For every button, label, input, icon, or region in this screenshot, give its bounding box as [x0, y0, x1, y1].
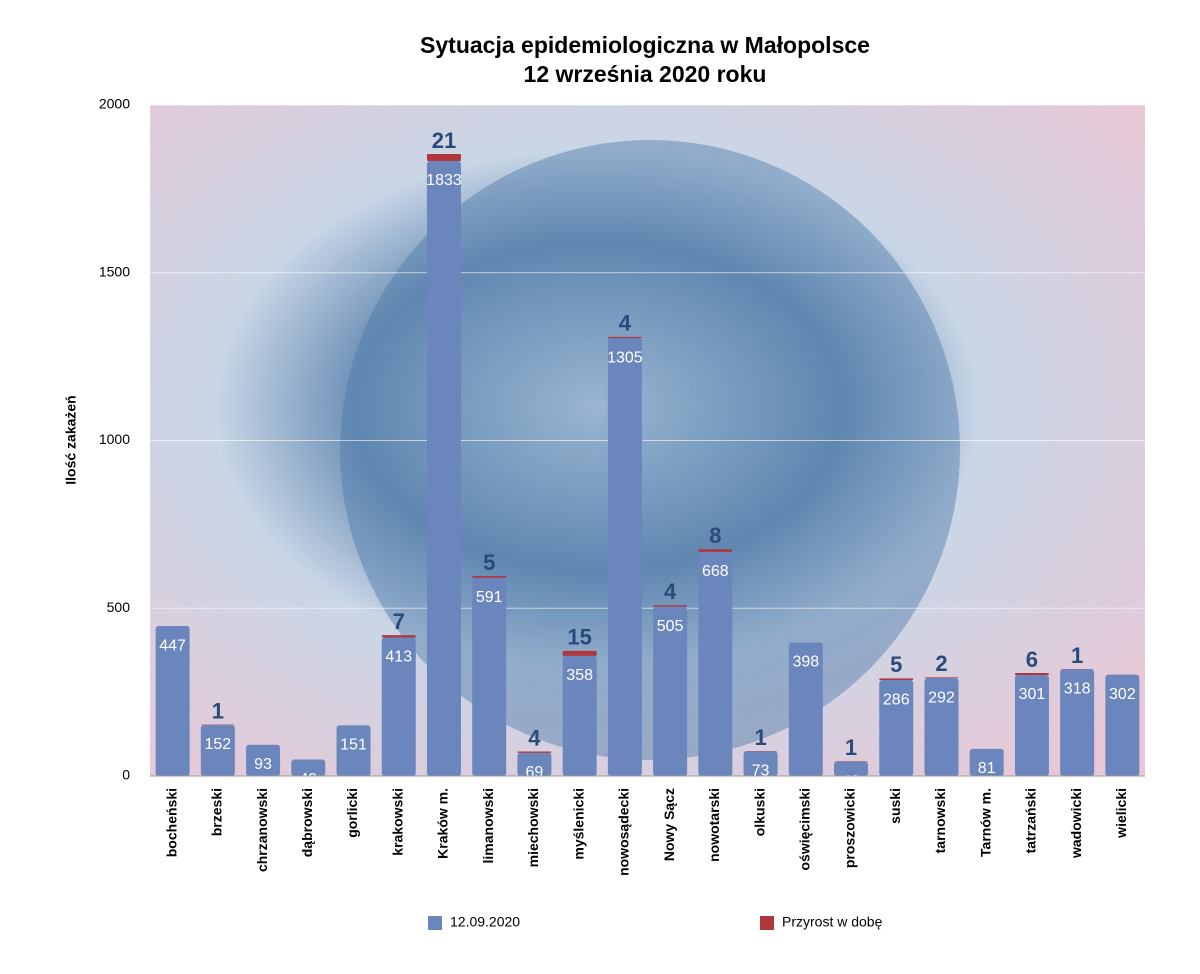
bar-increment	[924, 677, 958, 678]
bar-value-label: 1833	[426, 172, 462, 189]
x-tick-label: suski	[887, 788, 903, 824]
increment-value-label: 6	[1026, 647, 1038, 672]
increment-value-label: 5	[483, 550, 495, 575]
chart-title: Sytuacja epidemiologiczna w Małopolsce	[420, 32, 870, 58]
bar-value-label: 286	[883, 691, 910, 708]
bar-increment	[879, 678, 913, 680]
bar-increment	[517, 752, 551, 753]
increment-value-label: 7	[393, 609, 405, 634]
bar-value-label: 49	[299, 771, 317, 788]
x-tick-label: nowosądecki	[616, 788, 632, 876]
increment-value-label: 4	[664, 579, 677, 604]
bar-increment	[472, 576, 506, 578]
increment-value-label: 1	[212, 698, 224, 723]
x-tick-label: proszowicki	[842, 788, 858, 868]
bar-value-label: 413	[385, 649, 412, 666]
x-tick-label: chrzanowski	[254, 788, 270, 872]
y-tick-label: 1500	[99, 263, 130, 279]
bar-value-label: 81	[978, 760, 996, 777]
x-tick-label: wielicki	[1113, 788, 1129, 839]
increment-value-label: 1	[754, 725, 766, 750]
x-tick-label: nowotarski	[706, 788, 722, 862]
chart-subtitle: 12 września 2020 roku	[524, 61, 767, 87]
bar-increment	[382, 635, 416, 637]
increment-value-label: 8	[709, 523, 721, 548]
legend-swatch	[760, 916, 774, 930]
x-tick-label: myślenicki	[570, 788, 586, 860]
bar-value-label: 93	[254, 756, 272, 773]
x-tick-label: limanowski	[480, 788, 496, 863]
x-tick-label: miechowski	[525, 788, 541, 867]
bar-value-label: 151	[340, 737, 367, 754]
x-tick-label: dąbrowski	[299, 788, 315, 857]
increment-value-label: 5	[890, 652, 902, 677]
increment-value-label: 15	[567, 625, 591, 650]
bar-value-label: 358	[566, 667, 593, 684]
bar-increment	[698, 549, 732, 552]
bar	[698, 552, 732, 776]
increment-value-label: 1	[1071, 643, 1083, 668]
bar-increment	[1015, 673, 1049, 675]
increment-value-label: 2	[935, 651, 947, 676]
bar-value-label: 398	[792, 654, 819, 671]
bar-increment	[563, 651, 597, 656]
bar-value-label: 152	[204, 736, 231, 753]
y-axis-label: Ilość zakażeń	[63, 395, 79, 485]
bar	[472, 578, 506, 776]
bar-value-label: 73	[752, 763, 770, 780]
bar-increment	[608, 337, 642, 338]
x-tick-label: bocheński	[163, 788, 179, 857]
increment-value-label: 21	[432, 128, 456, 153]
x-tick-label: tatrzański	[1023, 788, 1039, 853]
bar-value-label: 302	[1109, 686, 1136, 703]
legend-label: 12.09.2020	[450, 914, 520, 930]
y-tick-label: 500	[107, 599, 131, 615]
increment-value-label: 1	[845, 735, 857, 760]
increment-value-label: 4	[619, 311, 632, 336]
bar-value-label: 318	[1064, 681, 1091, 698]
legend-label: Przyrost w dobę	[782, 914, 883, 930]
bar-value-label: 505	[657, 618, 684, 635]
x-tick-label: oświęcimski	[796, 788, 812, 871]
bar	[427, 161, 461, 776]
x-tick-label: krakowski	[389, 788, 405, 856]
legend-swatch	[428, 916, 442, 930]
bar-value-label: 292	[928, 689, 955, 706]
x-tick-label: Nowy Sącz	[661, 788, 677, 861]
x-tick-label: wadowicki	[1068, 788, 1084, 859]
x-tick-label: Kraków m.	[435, 788, 451, 859]
bar-value-label: 301	[1019, 686, 1046, 703]
bar-value-label: 43	[842, 773, 860, 790]
x-tick-label: gorlicki	[344, 788, 360, 838]
x-tick-label: tarnowski	[932, 788, 948, 853]
bar-value-label: 447	[159, 637, 186, 654]
bar-value-label: 69	[526, 764, 544, 781]
bar-value-label: 668	[702, 563, 729, 580]
x-tick-label: brzeski	[209, 788, 225, 836]
bar-value-label: 591	[476, 589, 503, 606]
increment-value-label: 4	[528, 725, 541, 750]
y-tick-label: 1000	[99, 431, 130, 447]
bar-increment	[653, 605, 687, 606]
y-tick-label: 0	[122, 767, 130, 783]
x-tick-label: Tarnów m.	[977, 788, 993, 857]
bar-increment	[427, 154, 461, 161]
y-tick-label: 2000	[99, 96, 130, 112]
bar-value-label: 1305	[607, 349, 643, 366]
bar	[608, 338, 642, 776]
x-tick-label: olkuski	[751, 788, 767, 836]
